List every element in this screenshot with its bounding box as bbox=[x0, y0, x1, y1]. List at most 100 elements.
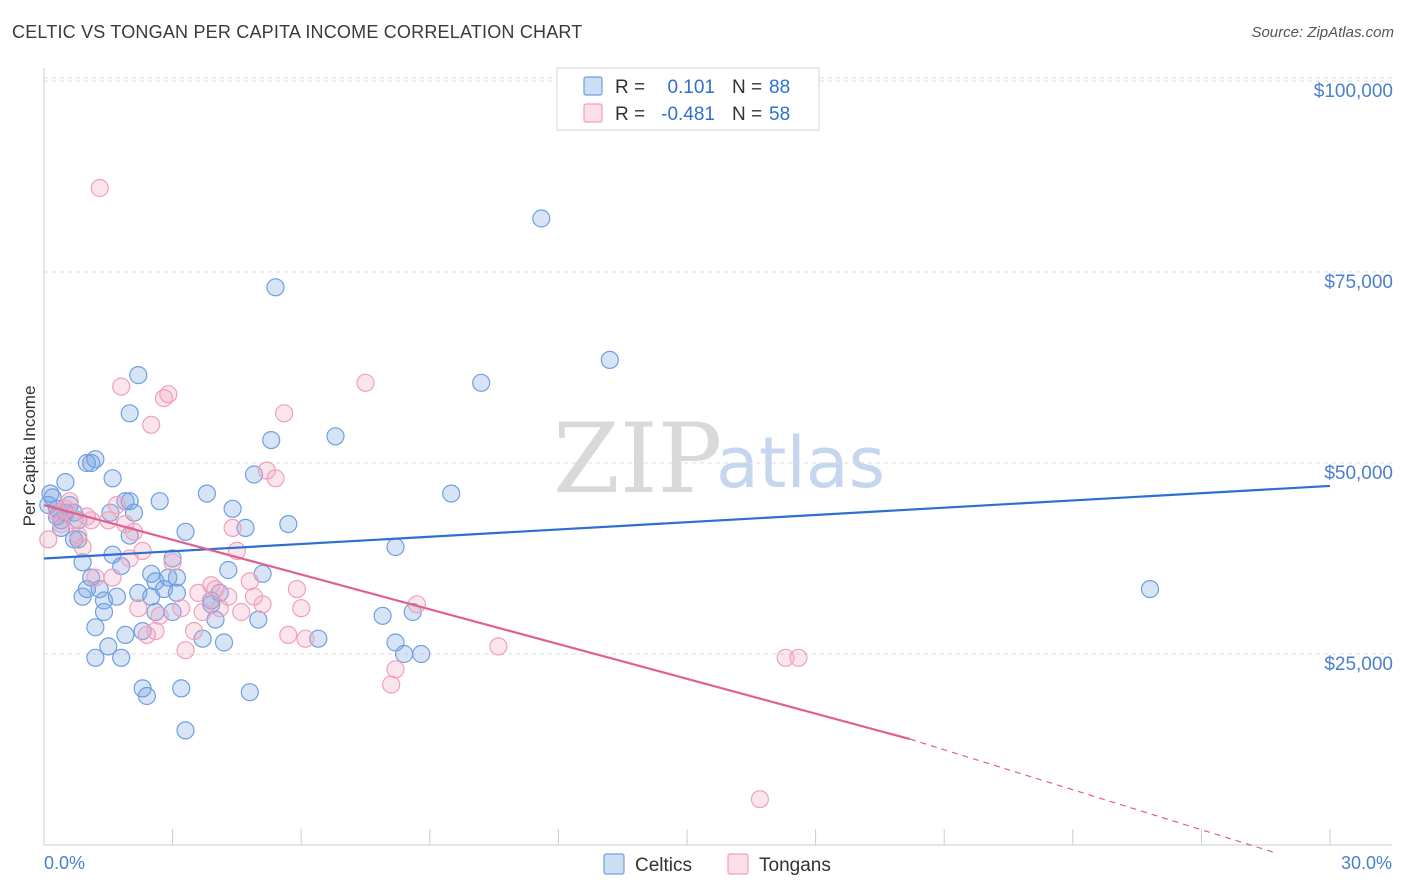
celtics-point bbox=[176, 721, 195, 740]
celtics-point bbox=[94, 602, 114, 622]
y-tick-label: $50,000 bbox=[1324, 463, 1393, 484]
celtics-point bbox=[99, 637, 118, 656]
legend-swatch-tongans bbox=[583, 103, 603, 123]
celtics-point bbox=[309, 629, 328, 648]
celtics-point bbox=[279, 514, 298, 534]
series-legend-swatch-tongans bbox=[727, 853, 749, 875]
celtics-point bbox=[249, 610, 268, 629]
legend-n-label-tongans: N = bbox=[732, 104, 762, 125]
celtics-point bbox=[90, 579, 109, 599]
tongans-point bbox=[172, 599, 191, 618]
tongans-point bbox=[129, 599, 148, 618]
tongans-point bbox=[90, 178, 109, 198]
celtics-point bbox=[412, 644, 431, 664]
celtics-point bbox=[532, 209, 551, 228]
tongans-point bbox=[279, 625, 298, 645]
tongans-point bbox=[193, 602, 212, 622]
celtics-point bbox=[112, 648, 131, 667]
celtics-point bbox=[86, 450, 105, 469]
series-legend-swatch-celtics bbox=[603, 853, 625, 875]
tongans-trend-line bbox=[43, 503, 911, 741]
celtics-point bbox=[116, 625, 135, 645]
tongans-point bbox=[382, 675, 401, 694]
celtics-point bbox=[223, 499, 242, 518]
y-tick-label: $75,000 bbox=[1324, 272, 1393, 293]
celtics-point bbox=[266, 278, 285, 297]
tongans-point bbox=[112, 377, 131, 396]
legend-n-value-celtics: 88 bbox=[769, 77, 790, 98]
y-axis-label: Per Capita Income bbox=[20, 386, 39, 527]
celtics-point bbox=[167, 583, 186, 603]
celtics-point bbox=[137, 686, 156, 706]
x-tick-label-max: 30.0% bbox=[1341, 853, 1392, 873]
celtics-point bbox=[236, 518, 255, 538]
y-tick-labels: $25,000 $50,000 $75,000 $100,000 bbox=[1314, 81, 1393, 675]
celtics-point bbox=[163, 549, 182, 568]
legend-r-value-tongans: -0.481 bbox=[661, 104, 715, 125]
watermark-zip: ZIP bbox=[553, 403, 722, 515]
celtics-trend-line bbox=[43, 484, 1331, 560]
legend-r-label-tongans: R = bbox=[615, 104, 645, 125]
celtics-point bbox=[214, 633, 234, 652]
x-tick-label-min: 0.0% bbox=[44, 853, 85, 873]
legend-n-value-tongans: 58 bbox=[769, 104, 790, 125]
data-points bbox=[39, 178, 1160, 809]
celtics-point bbox=[56, 473, 75, 492]
celtics-point bbox=[472, 373, 491, 392]
trend-lines bbox=[43, 484, 1331, 854]
celtics-point bbox=[240, 683, 259, 702]
celtics-point bbox=[395, 644, 414, 664]
source-credit: Source: ZipAtlas.com bbox=[1251, 24, 1394, 41]
legend-swatch-celtics bbox=[583, 76, 603, 96]
tongans-point bbox=[69, 526, 88, 545]
tongans-point bbox=[232, 602, 251, 622]
celtics-point bbox=[326, 427, 345, 446]
tongans-point bbox=[176, 641, 195, 660]
series-legend: Celtics Tongans bbox=[603, 853, 831, 876]
celtics-point bbox=[129, 366, 148, 385]
celtics-point bbox=[373, 606, 392, 625]
tongans-point bbox=[275, 404, 294, 423]
celtics-point bbox=[167, 568, 186, 587]
tongans-point bbox=[159, 385, 178, 404]
tongans-point bbox=[776, 648, 795, 667]
celtics-point bbox=[86, 618, 105, 637]
watermark: ZIP atlas bbox=[553, 403, 885, 515]
series-legend-label-tongans: Tongans bbox=[759, 855, 831, 876]
celtics-point bbox=[73, 553, 92, 572]
legend-r-value-celtics: 0.101 bbox=[667, 77, 715, 98]
tongans-point bbox=[86, 568, 105, 587]
chart-title: CELTIC VS TONGAN PER CAPITA INCOME CORRE… bbox=[12, 22, 583, 42]
y-tick-label: $25,000 bbox=[1324, 654, 1393, 675]
tongans-point bbox=[73, 537, 92, 557]
x-ticks bbox=[43, 829, 1331, 845]
tongans-point bbox=[51, 514, 71, 534]
y-tick-label: $100,000 bbox=[1314, 81, 1393, 102]
tongans-point bbox=[184, 621, 204, 641]
tongans-point bbox=[137, 625, 156, 645]
correlation-legend: R = 0.101 N = 88 R = -0.481 N = 58 bbox=[556, 67, 820, 131]
tongans-point bbox=[142, 415, 161, 434]
tongans-point bbox=[103, 568, 122, 587]
tongans-point bbox=[292, 599, 311, 618]
legend-r-label-celtics: R = bbox=[615, 77, 645, 98]
tongans-point bbox=[60, 492, 79, 511]
tongans-point bbox=[133, 541, 152, 561]
tongans-point bbox=[223, 518, 242, 538]
watermark-atlas: atlas bbox=[716, 422, 885, 504]
celtics-point bbox=[41, 484, 60, 503]
series-legend-label-celtics: Celtics bbox=[635, 855, 692, 876]
tongans-point bbox=[253, 595, 272, 614]
celtics-point bbox=[197, 484, 216, 503]
tongans-point bbox=[163, 553, 182, 572]
celtics-point bbox=[176, 522, 195, 541]
tongans-point bbox=[107, 495, 127, 515]
celtics-point bbox=[1140, 579, 1160, 599]
celtics-point bbox=[386, 537, 405, 557]
celtics-point bbox=[103, 469, 122, 488]
tongans-point bbox=[287, 579, 306, 599]
tongans-point bbox=[750, 790, 770, 809]
celtics-point bbox=[262, 431, 281, 450]
tongans-point bbox=[386, 660, 405, 679]
